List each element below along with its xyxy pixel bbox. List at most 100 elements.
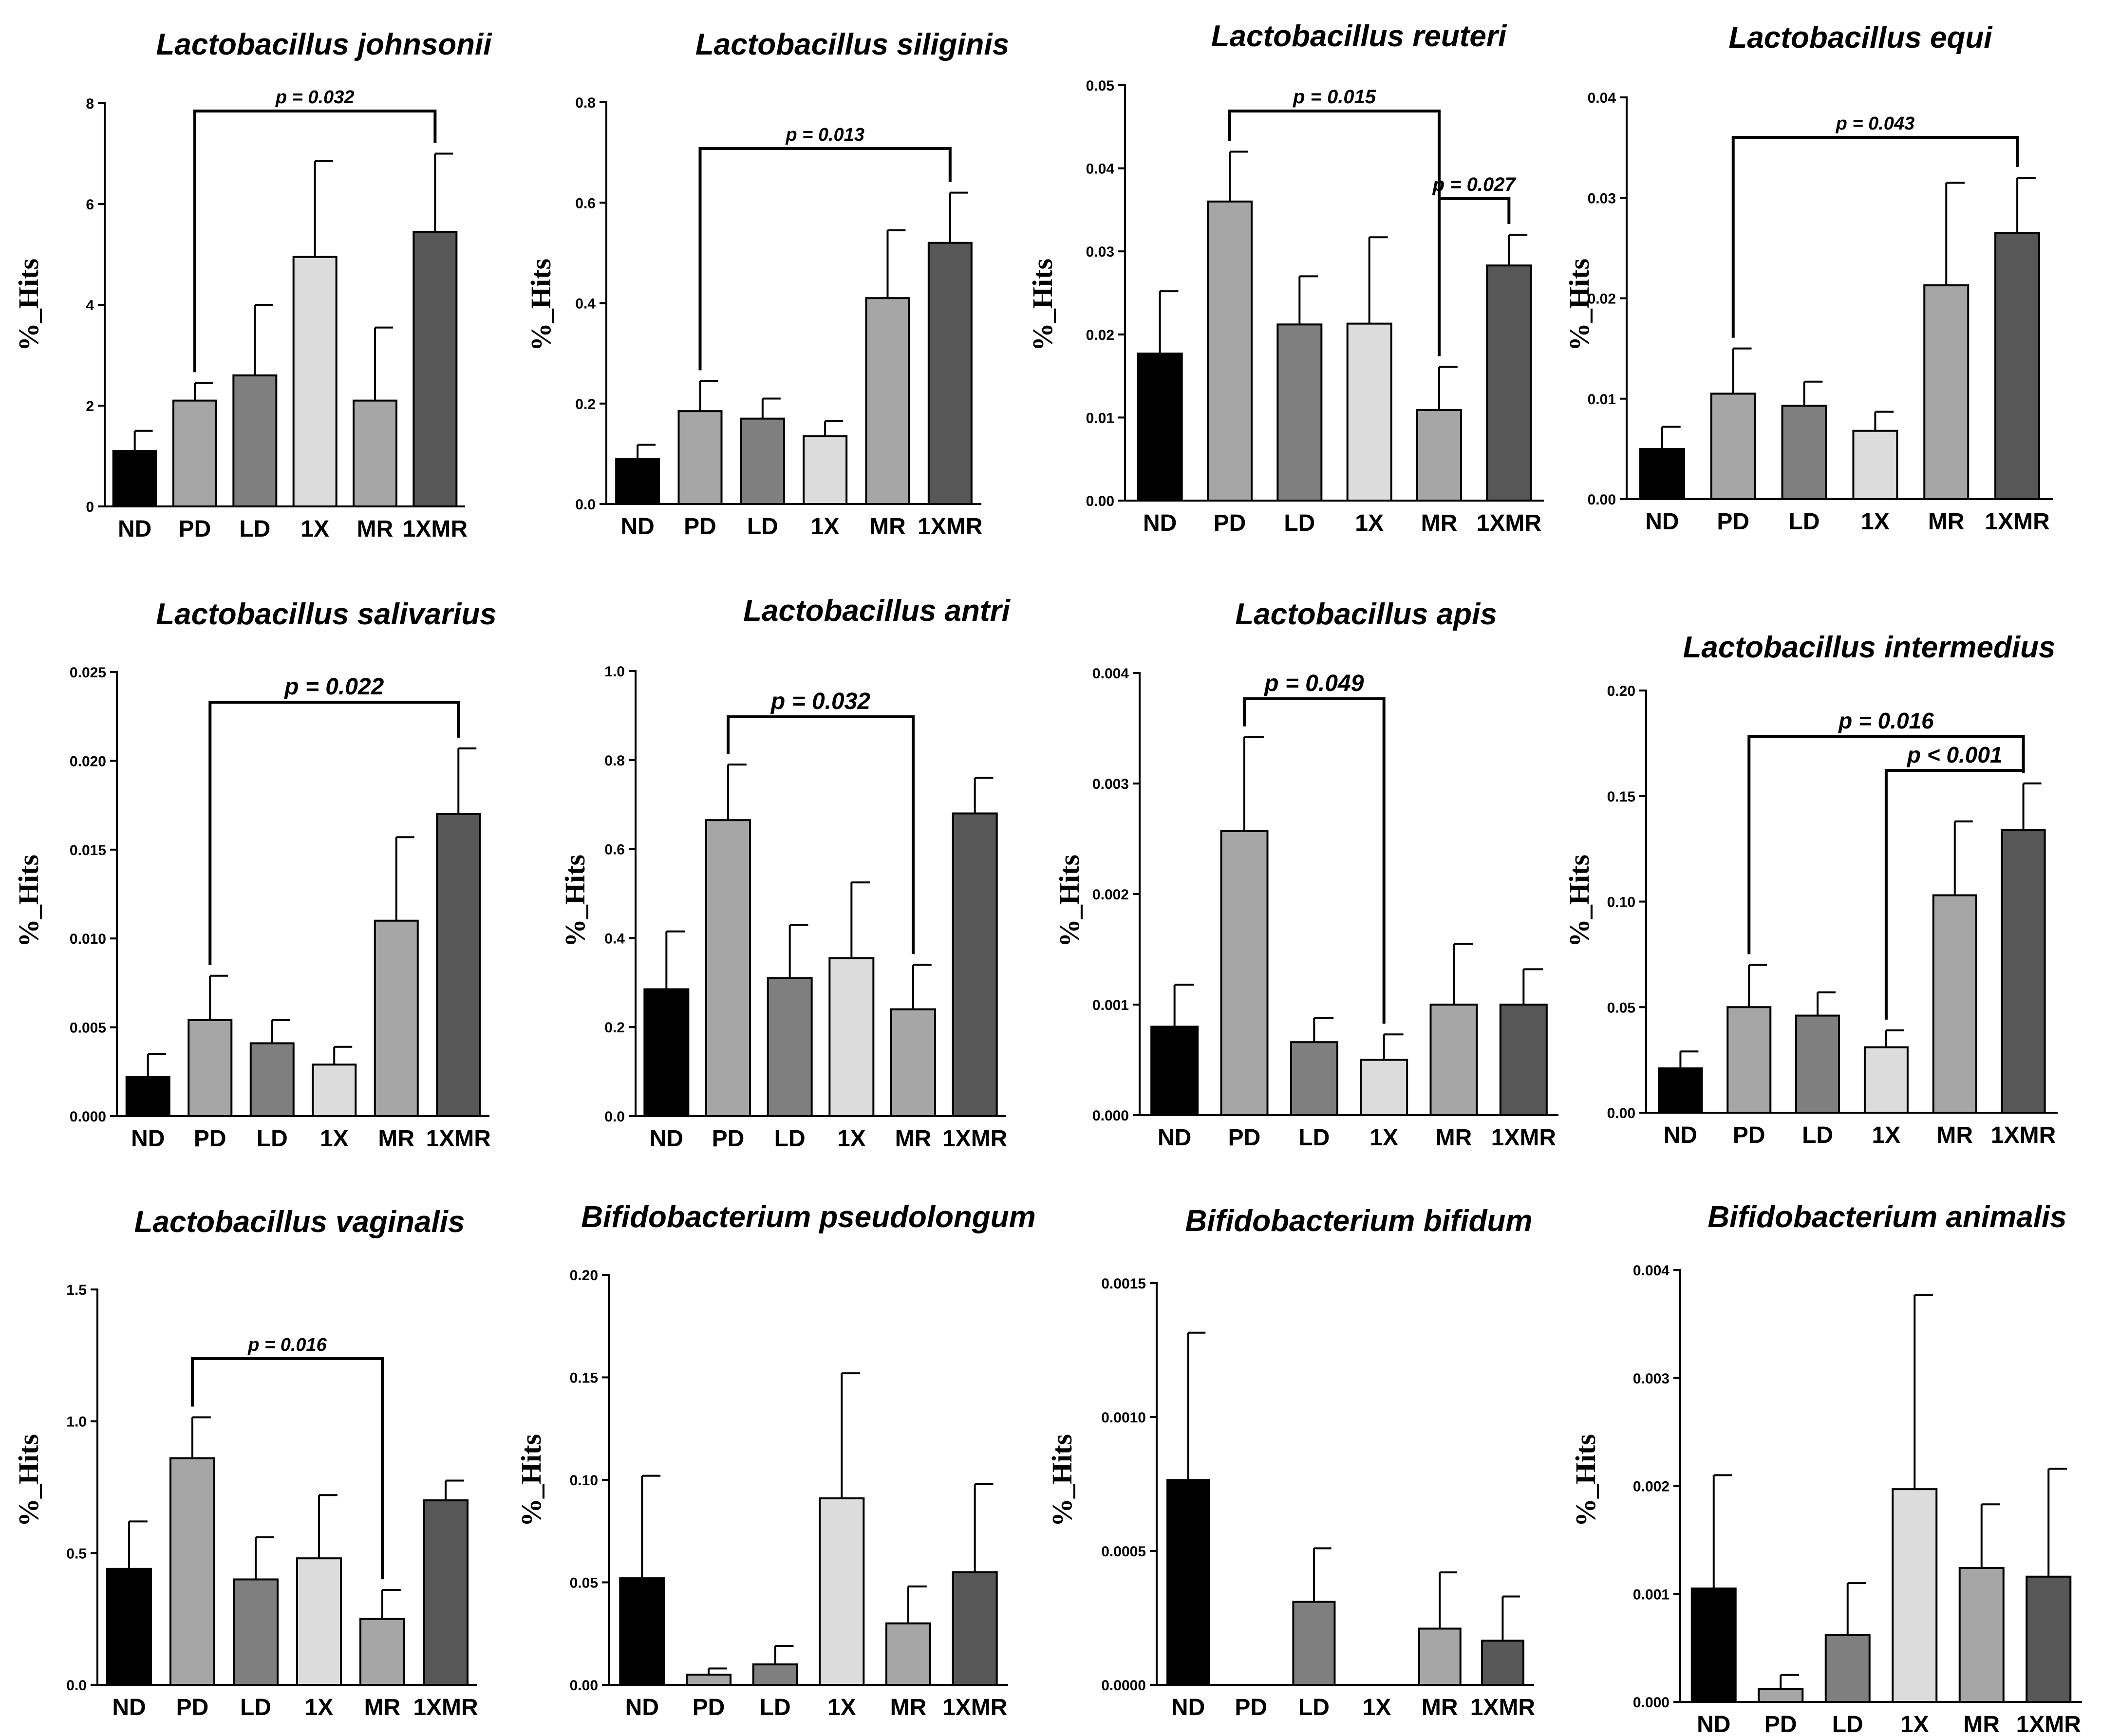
bar-LD — [1290, 1041, 1338, 1116]
y-tick-label: 0.0 — [604, 1109, 625, 1125]
bar-MR — [1958, 1567, 2005, 1703]
bar-1X — [803, 435, 848, 505]
chart-panel-9: Lactobacillus vaginalis %_Hits 0.0 0.5 1.0 1.… — [13, 1205, 478, 1720]
chart-title: Lactobacillus johnsonii — [156, 28, 493, 61]
chart-title: Lactobacillus reuteri — [1211, 19, 1507, 53]
x-tick-label: ND — [1158, 1125, 1191, 1151]
bar-ND — [643, 988, 690, 1117]
x-tick-label: LD — [1802, 1122, 1833, 1148]
x-tick-label: LD — [747, 514, 778, 540]
bar-1X — [296, 1557, 342, 1686]
bar-ND — [1150, 1026, 1199, 1116]
significance-bracket — [727, 715, 915, 954]
y-axis-label: %_Hits — [515, 1434, 547, 1527]
x-tick-label: MR — [1421, 510, 1458, 536]
x-tick-label: 1X — [827, 1695, 856, 1720]
y-tick-label: 1.0 — [604, 664, 625, 680]
x-tick-label: PD — [693, 1695, 725, 1720]
y-tick-label: 0.01 — [1588, 392, 1616, 408]
y-tick-label: 0.000 — [70, 1109, 106, 1125]
x-tick-label: MR — [1928, 509, 1965, 535]
bar-MR — [885, 1622, 931, 1686]
bar-LD — [1292, 1601, 1336, 1686]
bar-MR — [1932, 894, 1977, 1114]
significance-bracket — [1884, 769, 2025, 1020]
bar-LD — [233, 1578, 279, 1686]
p-value-label: p = 0.032 — [770, 689, 870, 714]
x-tick-label: MR — [1936, 1122, 1973, 1148]
y-tick-label: 0.000 — [1633, 1695, 1670, 1711]
x-tick-label: 1XMR — [426, 1126, 491, 1152]
p-value-label: p = 0.016 — [247, 1335, 327, 1355]
x-tick-label: PD — [1235, 1695, 1267, 1720]
x-tick-label: PD — [1733, 1122, 1765, 1148]
bar-PD — [1758, 1688, 1804, 1703]
y-tick-label: 1.5 — [66, 1282, 87, 1298]
x-tick-label: LD — [1298, 1125, 1330, 1151]
bar-1XMR — [1481, 1640, 1524, 1686]
x-tick-label: 1X — [1355, 510, 1384, 536]
bar-1XMR — [952, 812, 998, 1117]
x-tick-label: PD — [1228, 1125, 1261, 1151]
x-tick-label: 1XMR — [1491, 1125, 1556, 1151]
significance-bracket — [1747, 735, 2025, 954]
bar-1XMR — [952, 1571, 998, 1686]
x-tick-label: LD — [1832, 1712, 1863, 1736]
bar-LD — [752, 1663, 798, 1686]
y-tick-label: 2 — [86, 398, 94, 414]
y-tick-label: 0.03 — [1588, 190, 1616, 206]
y-axis-label: %_Hits — [1563, 855, 1595, 947]
x-tick-label: PD — [176, 1695, 209, 1720]
y-tick-label: 0.8 — [604, 753, 625, 769]
x-tick-label: 1X — [1900, 1712, 1929, 1736]
bar-ND — [1658, 1067, 1703, 1114]
x-tick-label: 1XMR — [918, 514, 982, 540]
p-value-label: p < 0.001 — [1906, 742, 2003, 767]
y-tick-label: 0.8 — [575, 95, 596, 111]
y-tick-label: 0.00 — [1607, 1105, 1635, 1121]
chart-panel-10: Bifidobacterium pseudolongum %_Hits 0.00 0.… — [515, 1200, 1036, 1720]
bar-MR — [359, 1618, 405, 1686]
bar-PD — [705, 819, 751, 1117]
x-tick-label: 1XMR — [942, 1695, 1007, 1720]
bar-ND — [106, 1568, 152, 1686]
y-tick-label: 0.6 — [604, 842, 625, 858]
x-tick-label: 1XMR — [413, 1695, 478, 1720]
y-tick-label: 0.001 — [1633, 1587, 1670, 1603]
chart-title: Lactobacillus siliginis — [695, 28, 1009, 61]
chart-title: Lactobacillus apis — [1235, 597, 1497, 631]
y-tick-label: 0.02 — [1086, 327, 1114, 343]
x-tick-label: 1XMR — [2016, 1712, 2081, 1736]
bar-ND — [619, 1577, 665, 1686]
bar-MR — [374, 919, 419, 1117]
y-tick-label: 0.004 — [1633, 1263, 1670, 1279]
chart-panel-12: Bifidobacterium animalis %_Hits 0.000 0.001… — [1570, 1200, 2082, 1736]
bar-ND — [615, 458, 660, 505]
x-tick-label: ND — [112, 1695, 146, 1720]
y-tick-label: 0.05 — [570, 1575, 598, 1591]
x-tick-label: LD — [1789, 509, 1820, 535]
x-tick-label: 1X — [320, 1126, 349, 1152]
y-tick-label: 0.05 — [1086, 78, 1114, 94]
significance-bracket — [1228, 110, 1441, 356]
x-tick-label: MR — [1963, 1712, 2000, 1736]
y-tick-label: 0.0005 — [1101, 1544, 1146, 1560]
p-value-label: p = 0.015 — [1293, 86, 1376, 108]
y-tick-label: 0.02 — [1588, 291, 1616, 307]
x-tick-label: MR — [1436, 1125, 1472, 1151]
y-axis-label: %_Hits — [1046, 1434, 1078, 1527]
x-tick-label: ND — [1143, 510, 1177, 536]
y-tick-label: 0.10 — [570, 1473, 598, 1489]
p-value-label: p = 0.022 — [283, 674, 384, 700]
x-tick-label: PD — [712, 1126, 745, 1152]
bar-ND — [125, 1076, 170, 1117]
y-tick-label: 0.0 — [575, 497, 596, 513]
bar-1XMR — [423, 1499, 469, 1686]
x-tick-label: PD — [1214, 510, 1246, 536]
x-tick-label: MR — [364, 1695, 401, 1720]
x-tick-label: 1XMR — [1470, 1695, 1535, 1720]
y-tick-label: 0.015 — [70, 842, 106, 859]
bar-PD — [1710, 392, 1756, 500]
bar-1XMR — [413, 230, 458, 507]
